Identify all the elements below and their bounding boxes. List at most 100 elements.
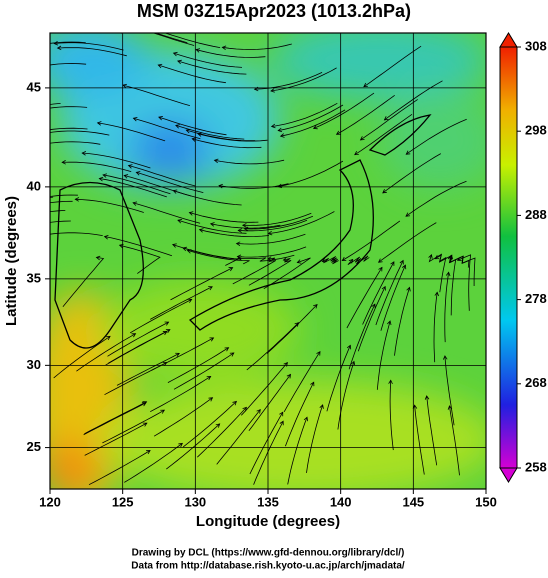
streamline bbox=[76, 333, 136, 372]
stream-arrow bbox=[96, 121, 102, 126]
stream-arrow bbox=[294, 322, 300, 327]
x-axis-label: Longitude (degrees) bbox=[196, 513, 340, 530]
stream-arrow bbox=[279, 133, 285, 138]
stream-arrow bbox=[354, 150, 359, 156]
stream-arrow bbox=[175, 352, 180, 357]
stream-arrow bbox=[172, 189, 178, 194]
stream-arrow bbox=[445, 271, 451, 277]
stream-arrow bbox=[40, 132, 44, 136]
x-tick-label: 140 bbox=[330, 494, 352, 509]
stream-arrow bbox=[321, 258, 327, 263]
stream-arrow bbox=[359, 136, 365, 141]
streamline bbox=[166, 423, 220, 470]
stream-arrow bbox=[56, 45, 62, 51]
stream-arrow bbox=[428, 254, 433, 259]
stream-arrow bbox=[221, 45, 227, 51]
colorbar-tick-label: 278 bbox=[525, 291, 547, 306]
x-tick-label: 135 bbox=[257, 494, 279, 509]
streamline bbox=[337, 361, 355, 430]
stream-arrow bbox=[206, 376, 212, 381]
streamline bbox=[266, 304, 318, 354]
stream-arrow bbox=[157, 63, 163, 69]
streamline bbox=[102, 409, 165, 444]
streamline bbox=[448, 255, 457, 316]
streamline bbox=[238, 219, 308, 232]
stream-arrow bbox=[286, 373, 291, 379]
credit: Drawing by DCL (https://www.gfd-dennou.o… bbox=[132, 548, 405, 559]
colorbar-tick-label: 298 bbox=[525, 123, 547, 138]
streamline bbox=[128, 165, 196, 187]
stream-arrow bbox=[363, 82, 368, 88]
streamline bbox=[133, 117, 201, 140]
stream-arrow bbox=[303, 416, 309, 422]
y-tick-label: 40 bbox=[27, 178, 41, 193]
stream-arrow bbox=[188, 211, 194, 216]
streamline bbox=[426, 395, 438, 466]
stream-arrow bbox=[235, 241, 241, 246]
streamline bbox=[242, 212, 312, 226]
streamline bbox=[405, 118, 467, 155]
x-tick-label: 120 bbox=[39, 494, 61, 509]
streamline bbox=[237, 246, 307, 258]
stream-arrow bbox=[236, 254, 242, 260]
streamline bbox=[104, 236, 173, 257]
streamline bbox=[197, 407, 247, 458]
stream-arrow bbox=[371, 303, 376, 309]
stream-arrow bbox=[267, 230, 273, 236]
stream-arrow bbox=[52, 25, 56, 29]
streamline bbox=[189, 212, 259, 223]
stream-arrow bbox=[228, 267, 234, 272]
stream-arrow bbox=[310, 381, 315, 387]
streamline bbox=[50, 106, 88, 109]
stream-arrow bbox=[229, 352, 235, 357]
streamline bbox=[107, 321, 169, 357]
stream-arrow bbox=[402, 264, 407, 270]
stream-arrow bbox=[242, 223, 247, 228]
stream-arrow bbox=[378, 266, 383, 272]
stream-arrow bbox=[434, 255, 440, 260]
stream-arrow bbox=[381, 285, 386, 291]
stream-arrow bbox=[256, 408, 261, 414]
stream-arrow bbox=[279, 420, 284, 426]
streamline bbox=[97, 122, 166, 142]
streamline bbox=[82, 152, 151, 169]
streamline bbox=[62, 257, 105, 308]
streamline bbox=[283, 351, 321, 412]
stream-arrow bbox=[405, 212, 411, 217]
colorbar-tick-label: 258 bbox=[525, 459, 547, 474]
streamline bbox=[346, 267, 383, 329]
stream-arrow bbox=[120, 21, 124, 25]
stream-arrow bbox=[19, 134, 23, 138]
stream-arrow bbox=[153, 28, 157, 32]
streamline bbox=[102, 174, 171, 195]
x-tick-label: 125 bbox=[112, 494, 134, 509]
streamline bbox=[187, 250, 250, 265]
field bbox=[19, 21, 486, 489]
stream-arrow bbox=[237, 228, 243, 233]
stream-arrow bbox=[182, 246, 187, 252]
streamline bbox=[278, 160, 344, 187]
streamline bbox=[57, 47, 127, 57]
stream-arrow bbox=[31, 144, 35, 148]
stream-arrow bbox=[132, 117, 138, 122]
streamline bbox=[75, 198, 144, 213]
streamline bbox=[285, 382, 315, 447]
streamline bbox=[363, 45, 422, 88]
stream-arrow bbox=[224, 347, 230, 352]
y-axis-label: Latitude (degrees) bbox=[3, 196, 20, 326]
y-tick-label: 45 bbox=[27, 79, 41, 94]
streamline bbox=[50, 63, 87, 66]
stream-arrow bbox=[177, 59, 182, 65]
streamline bbox=[84, 401, 147, 435]
streamline bbox=[50, 141, 101, 145]
streamline bbox=[154, 33, 188, 44]
streamline bbox=[177, 219, 247, 234]
streamline bbox=[173, 352, 235, 390]
streamline bbox=[50, 232, 103, 236]
map-title: MSM 03Z15Apr2023 (1013.2hPa) bbox=[137, 1, 411, 21]
streamline bbox=[389, 380, 394, 451]
streamline bbox=[170, 267, 233, 301]
stream-arrow bbox=[81, 151, 87, 156]
stream-arrow bbox=[187, 298, 193, 303]
streamline bbox=[270, 67, 337, 92]
